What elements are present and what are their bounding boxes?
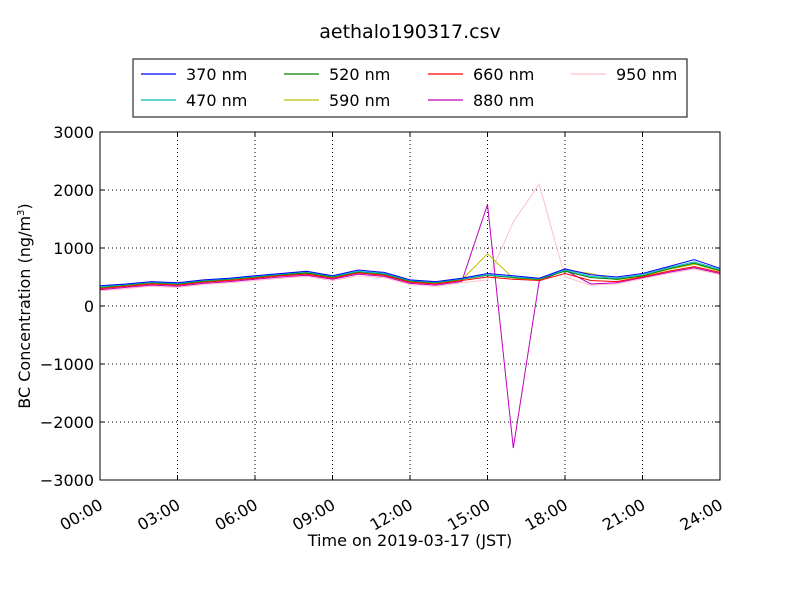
y-tick-label: −2000 xyxy=(40,413,94,432)
chart-title: aethalo190317.csv xyxy=(319,21,501,43)
legend-label: 880 nm xyxy=(473,91,534,110)
series-line-880-nm xyxy=(99,204,721,449)
legend-label: 370 nm xyxy=(186,65,247,84)
series-line-660-nm xyxy=(99,266,721,290)
y-tick-label: 0 xyxy=(84,297,94,316)
y-axis-label: BC Concentration (ng/m3) xyxy=(15,203,34,408)
y-tick-label: 3000 xyxy=(53,123,94,142)
y-tick-label: 1000 xyxy=(53,239,94,258)
x-axis-label: Time on 2019-03-17 (JST) xyxy=(307,531,512,550)
series-lines xyxy=(99,183,721,449)
y-tick-label: −3000 xyxy=(40,471,94,490)
legend-label: 520 nm xyxy=(329,65,390,84)
y-axis-label-close: ) xyxy=(15,203,34,209)
legend-label: 660 nm xyxy=(473,65,534,84)
axis-ticks xyxy=(99,131,721,481)
legend-label: 950 nm xyxy=(616,65,677,84)
series-line-470-nm xyxy=(99,261,721,288)
y-axis-label-superscript: 3 xyxy=(16,210,27,216)
y-tick-labels: 3000 2000 1000 0 −1000 −2000 −3000 xyxy=(40,123,94,490)
legend-label: 470 nm xyxy=(186,91,247,110)
legend-label: 590 nm xyxy=(329,91,390,110)
series-line-950-nm xyxy=(99,183,721,292)
series-line-520-nm xyxy=(99,262,721,288)
y-axis-label-main: BC Concentration (ng/m xyxy=(15,216,34,409)
grid xyxy=(100,132,720,480)
legend-box xyxy=(132,58,688,118)
plot-area xyxy=(99,131,721,481)
y-tick-label: −1000 xyxy=(40,355,94,374)
y-tick-label: 2000 xyxy=(53,181,94,200)
series-line-370-nm xyxy=(99,259,721,287)
legend: 370 nm 470 nm 520 nm 590 nm 660 nm 880 nm 950 … xyxy=(132,58,688,118)
